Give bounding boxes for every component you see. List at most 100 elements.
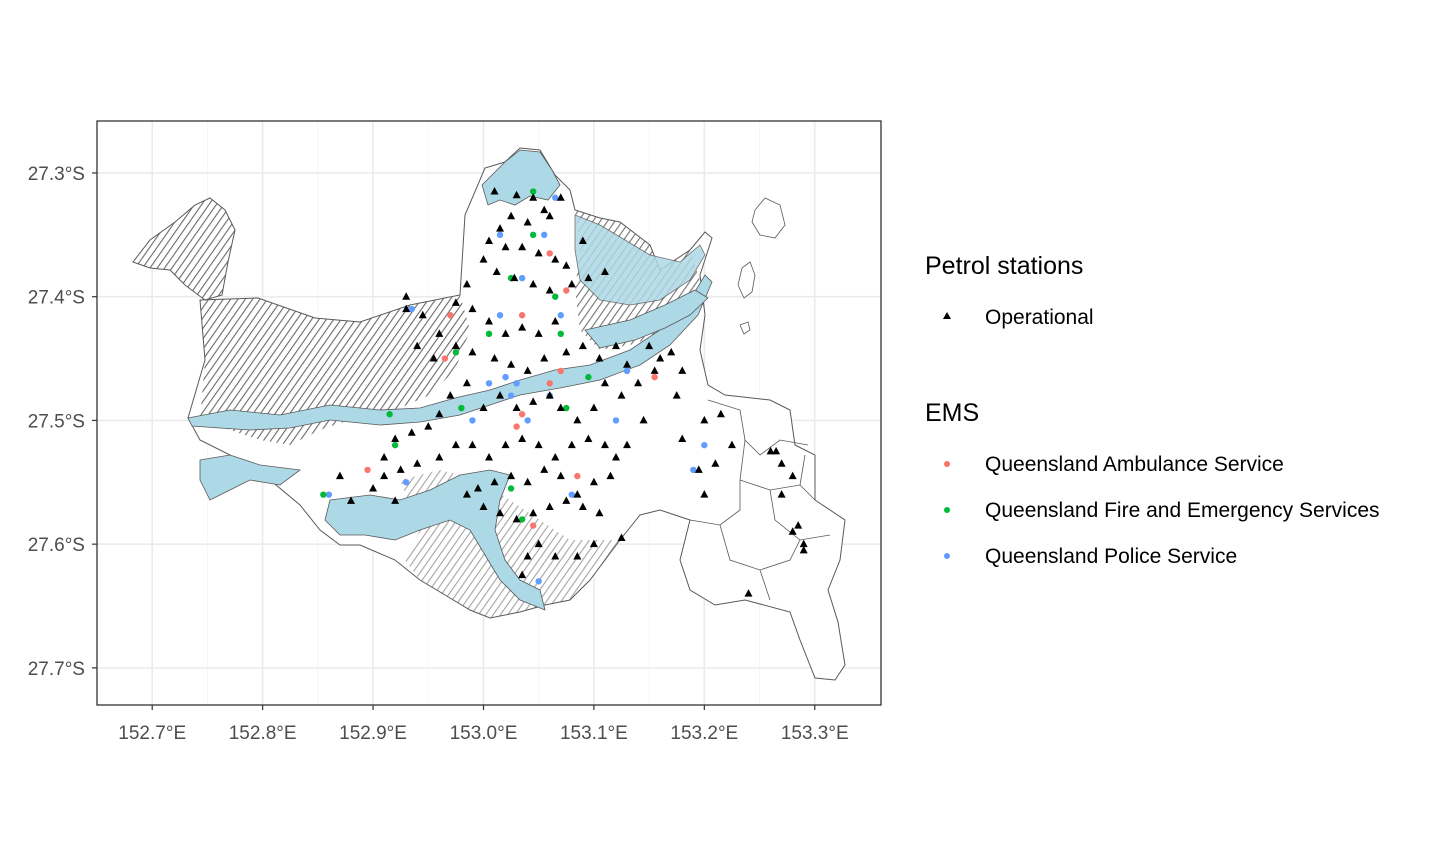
petrol-station-point-92 [490,477,499,486]
legend-fire-label: Queensland Fire and Emergency Services [985,499,1380,522]
petrol-station-point-127 [794,521,803,529]
petrol-station-point-85 [606,471,615,480]
petrol-station-point-0 [490,187,499,195]
petrol-station-point-117 [716,409,725,418]
legend-police-dot-icon [944,553,950,559]
island-north [751,197,786,239]
legend-petrol-title: Petrol stations [925,252,1083,280]
police-station-point-12 [469,417,476,424]
legend-ems-item-ambulance: Queensland Ambulance Service [944,453,1284,476]
petrol-station-point-5 [556,193,565,201]
petrol-station-point-33 [418,310,427,319]
petrol-station-point-130 [799,545,808,554]
legend-police-label: Queensland Police Service [985,545,1237,568]
legend-ambulance-label: Queensland Ambulance Service [985,453,1284,476]
petrol-station-point-2 [529,193,538,201]
petrol-station-point-108 [573,552,582,560]
petrol-station-point-48 [645,341,654,350]
petrol-station-point-120 [694,465,703,473]
petrol-station-point-54 [600,378,609,387]
river-east-branch [574,214,706,306]
map-points [320,187,808,597]
petrol-station-point-79 [551,453,560,461]
petrol-station-point-69 [380,453,389,461]
petrol-station-point-29 [518,323,527,331]
petrol-station-point-125 [788,471,797,480]
police-station-point-20 [701,441,708,449]
police-station-point-13 [524,417,531,424]
petrol-station-point-49 [656,354,665,362]
lake-wivenhoe-south [199,454,302,501]
petrol-station-point-87 [573,490,582,498]
police-station-point-19 [408,305,415,313]
legend-triangle-icon [943,312,951,319]
police-station-point-0 [552,194,559,201]
petrol-station-point-73 [451,440,460,449]
police-station-point-17 [535,578,542,585]
y-tick-label-2: 27.5°S [28,411,85,432]
island-small [739,321,751,335]
waterway-network-west [200,295,470,445]
axes: 152.7°E 152.8°E 152.9°E 153.0°E 153.1°E 153.2… [28,164,849,744]
police-station-point-16 [568,491,576,498]
petrol-station-point-131 [744,589,753,597]
ambulance-station-point-5 [557,367,564,375]
ambulance-station-point-4 [441,355,449,362]
petrol-station-point-81 [584,434,593,442]
petrol-station-point-102 [595,508,604,517]
petrol-station-point-58 [545,391,554,399]
petrol-station-point-55 [589,403,598,412]
petrol-station-point-61 [496,391,505,399]
petrol-station-point-17 [492,267,501,275]
fire-station-point-0 [529,188,537,195]
petrol-station-point-129 [799,539,808,548]
petrol-station-point-38 [468,347,477,356]
map-panel-border [96,120,882,706]
fire-station-point-11 [563,404,570,412]
x-tick-label-4: 153.1°E [560,723,628,744]
ambulance-station-point-6 [546,380,553,387]
petrol-station-point-43 [562,347,571,356]
legend-ems-title: EMS [925,399,979,427]
ambulance-station-point-10 [529,522,537,529]
petrol-station-point-15 [578,236,587,245]
petrol-station-point-30 [534,329,543,337]
petrol-station-point-11 [518,242,527,251]
y-tick-label-1: 27.4°S [28,288,85,309]
fire-station-point-7 [585,373,592,381]
petrol-station-point-53 [617,391,626,399]
petrol-station-point-93 [473,483,482,492]
petrol-station-point-124 [777,459,786,467]
petrol-station-point-70 [396,465,405,473]
petrol-station-point-112 [391,496,400,504]
petrol-station-point-6 [507,211,516,220]
police-station-point-1 [496,231,504,239]
petrol-station-point-66 [424,422,433,430]
petrol-station-point-94 [462,490,471,498]
petrol-station-point-76 [501,440,510,449]
island-middle [737,261,756,299]
petrol-station-point-42 [540,354,549,362]
legend-petrol-label: Operational [985,306,1094,329]
petrol-station-point-28 [501,329,510,337]
legend-ems-item-fire: Queensland Fire and Emergency Services [944,499,1380,522]
petrol-station-point-114 [380,471,389,480]
petrol-station-point-26 [468,304,477,313]
x-tick-label-1: 152.8°E [229,723,297,744]
petrol-station-point-12 [534,248,543,257]
y-tick-label-4: 27.7°S [28,659,85,680]
petrol-station-point-75 [485,453,493,461]
petrol-station-point-134 [672,391,681,399]
eastern-boundaries [689,399,831,601]
fire-station-point-5 [557,330,564,338]
petrol-station-point-20 [545,286,554,294]
police-station-point-8 [485,380,493,387]
petrol-station-point-106 [518,570,527,579]
petrol-station-point-10 [501,242,510,251]
petrol-station-point-84 [623,440,632,449]
petrol-station-point-96 [496,508,505,517]
petrol-station-point-63 [462,378,471,387]
petrol-station-point-109 [589,539,598,548]
petrol-station-point-95 [479,502,488,511]
